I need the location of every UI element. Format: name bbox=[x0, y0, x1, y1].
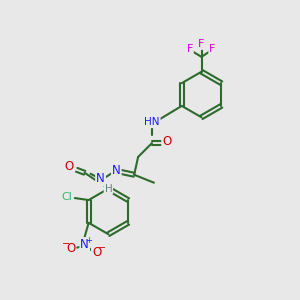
Text: H: H bbox=[104, 184, 112, 194]
Text: N: N bbox=[112, 164, 121, 177]
Text: N: N bbox=[80, 238, 89, 251]
Text: HN: HN bbox=[144, 117, 160, 127]
Text: O: O bbox=[66, 242, 75, 255]
Text: O: O bbox=[64, 160, 74, 173]
Text: O: O bbox=[92, 246, 101, 259]
Text: +: + bbox=[85, 236, 92, 245]
Text: −: − bbox=[98, 243, 106, 253]
Text: −: − bbox=[62, 238, 70, 249]
Text: F: F bbox=[186, 44, 193, 54]
Text: Cl: Cl bbox=[61, 192, 72, 202]
Text: F: F bbox=[198, 39, 205, 49]
Text: N: N bbox=[96, 172, 105, 185]
Text: O: O bbox=[162, 135, 172, 148]
Text: F: F bbox=[209, 44, 216, 54]
